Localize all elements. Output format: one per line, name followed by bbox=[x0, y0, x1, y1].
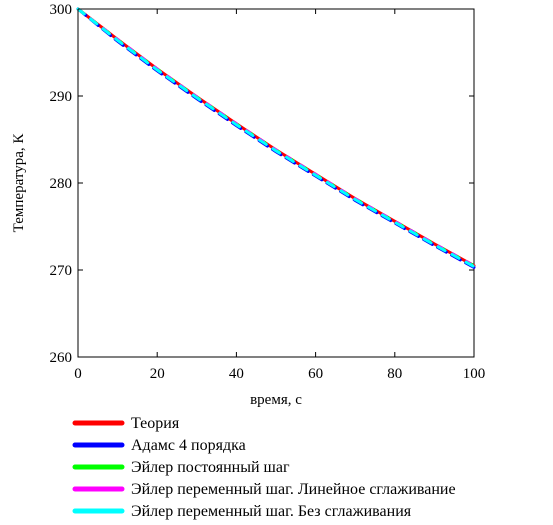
legend-label: Эйлер постоянный шаг bbox=[131, 459, 290, 476]
legend-label: Адамс 4 порядка bbox=[131, 437, 246, 454]
axis-ticks: 0 20 40 60 80 100 260 270 280 290 300 bbox=[50, 2, 486, 382]
y-tick-label: 260 bbox=[50, 350, 73, 366]
x-tick-label: 60 bbox=[308, 366, 323, 382]
y-tick-label: 270 bbox=[50, 263, 73, 279]
legend: Теория Адамс 4 порядка Эйлер постоянный ша… bbox=[72, 415, 456, 520]
y-tick-label: 280 bbox=[50, 176, 73, 192]
legend-label: Теория bbox=[131, 415, 180, 432]
y-axis-label: Температура, К bbox=[11, 133, 27, 233]
legend-label: Эйлер переменный шаг. Линейное сглаживан… bbox=[131, 481, 456, 498]
series-line bbox=[76, 7, 476, 269]
x-tick-label: 0 bbox=[74, 366, 82, 382]
plot-frame bbox=[77, 8, 475, 358]
series-line bbox=[76, 7, 476, 268]
y-tick-label: 290 bbox=[50, 89, 73, 105]
series-line bbox=[76, 7, 476, 268]
plot-lines bbox=[76, 7, 476, 269]
x-axis-label: время, с bbox=[250, 392, 302, 408]
legend-label: Эйлер переменный шаг. Без сглаживания bbox=[131, 503, 412, 520]
series-line bbox=[76, 7, 476, 268]
x-tick-label: 20 bbox=[150, 366, 165, 382]
series-line bbox=[76, 7, 476, 268]
x-tick-label: 80 bbox=[387, 366, 402, 382]
x-tick-label: 40 bbox=[229, 366, 244, 382]
x-tick-label: 100 bbox=[463, 366, 486, 382]
y-tick-label: 300 bbox=[50, 2, 73, 18]
